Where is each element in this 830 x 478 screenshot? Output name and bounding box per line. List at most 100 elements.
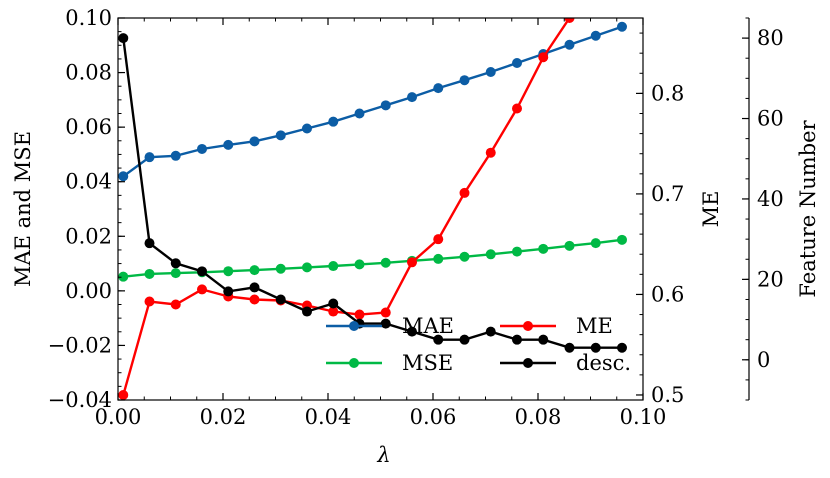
left-tick-label: 0.10 [65, 6, 112, 30]
data-point-mae [354, 108, 365, 119]
data-point-me [144, 296, 155, 307]
data-point-me [459, 187, 470, 198]
data-point-me [249, 294, 260, 305]
data-point-mse [380, 257, 391, 268]
data-point-mse [302, 262, 312, 273]
data-point-me [170, 299, 181, 310]
data-point-me [354, 309, 365, 320]
data-point-mae [118, 171, 129, 182]
data-point-mae [197, 143, 207, 154]
left-tick-label: 0.04 [65, 170, 112, 194]
data-point-desc [118, 33, 129, 44]
data-point-mse [275, 263, 286, 274]
x-tick-label: 0.02 [200, 405, 247, 429]
data-point-me [485, 147, 496, 158]
x-tick-label: 0.08 [515, 405, 562, 429]
data-point-mae [485, 67, 496, 78]
left-axis-title: MAE and MSE [11, 131, 35, 287]
data-point-mse [538, 243, 549, 254]
left-tick-label: 0.00 [65, 279, 112, 303]
data-point-mse [144, 268, 155, 279]
me-tick-label: 0.5 [651, 383, 684, 407]
feature-number-tick-label: 0 [757, 348, 770, 372]
data-point-mae [433, 83, 444, 94]
legend-swatch-marker [349, 358, 359, 368]
data-point-me [328, 306, 339, 317]
legend-item-me: ME [500, 314, 613, 338]
data-point-mae [617, 21, 627, 32]
data-point-me [538, 52, 549, 63]
legend-item-mse: MSE [326, 351, 453, 375]
left-tick-label: 0.02 [65, 224, 112, 248]
feature-number-tick-label: 60 [757, 107, 784, 131]
feature-number-tick-label: 40 [757, 187, 784, 211]
data-point-mse [118, 271, 129, 282]
data-point-mse [170, 268, 181, 279]
data-point-me [433, 234, 444, 245]
data-point-desc [485, 326, 496, 337]
data-point-mse [328, 261, 339, 272]
feature-number-axis-title: Feature Number [796, 119, 820, 297]
data-point-mae [328, 116, 339, 127]
data-point-mse [590, 238, 601, 249]
data-point-mse [512, 246, 522, 257]
me-y-axis: 0.5 0.6 0.7 0.8 [636, 32, 684, 407]
data-point-mae [249, 136, 260, 147]
left-tick-label: −0.04 [48, 388, 112, 412]
feature-number-tick-label: 20 [757, 267, 784, 291]
data-point-desc [144, 238, 155, 249]
legend-item-mae: MAE [326, 314, 454, 338]
data-point-mae [459, 75, 470, 86]
data-point-desc [302, 306, 312, 317]
data-point-me [564, 18, 575, 23]
data-point-desc [564, 342, 575, 353]
data-point-me [512, 103, 522, 114]
data-point-mse [485, 249, 496, 260]
legend-label: MAE [402, 314, 454, 338]
data-point-me [118, 389, 129, 400]
data-point-me [197, 284, 207, 295]
data-point-mae [564, 39, 575, 50]
me-tick-label: 0.8 [651, 81, 684, 105]
data-point-mse [249, 265, 260, 276]
data-point-mae [512, 58, 522, 69]
plot-area [117, 17, 644, 401]
data-point-desc [170, 258, 181, 269]
data-point-mse [459, 251, 470, 262]
feature-number-tick-label: 80 [757, 26, 784, 50]
legend-label: MSE [402, 351, 453, 375]
data-point-me [407, 257, 417, 268]
data-point-mae [380, 100, 391, 111]
legend-swatch-marker [523, 358, 533, 368]
series-line-mae [122, 25, 623, 178]
data-point-mse [354, 259, 365, 270]
data-point-desc [433, 334, 444, 345]
data-point-desc [249, 282, 260, 293]
data-point-mse [564, 240, 575, 251]
me-tick-label: 0.7 [651, 182, 684, 206]
data-point-desc [275, 294, 286, 305]
data-point-mae [590, 30, 601, 41]
data-point-desc [538, 334, 549, 345]
data-point-desc [512, 334, 522, 345]
data-point-mae [223, 139, 234, 150]
legend-swatch-marker [523, 321, 533, 331]
left-y-axis: −0.04 −0.02 0.00 0.02 0.04 0.06 0.08 0.10 [48, 6, 125, 412]
feature-number-y-axis: 0 20 40 60 80 [742, 17, 784, 401]
plot-frame [117, 17, 644, 401]
x-axis-title: λ [376, 443, 390, 467]
legend-label: ME [576, 314, 613, 338]
x-tick-label: 0.06 [410, 405, 457, 429]
data-point-desc [407, 326, 417, 337]
data-point-mae [302, 123, 312, 134]
left-tick-label: −0.02 [48, 333, 112, 357]
data-point-desc [459, 334, 470, 345]
data-point-mae [275, 130, 286, 141]
series-line-desc [122, 37, 622, 349]
data-point-mse [617, 234, 627, 245]
legend: MAE ME MSE desc. [326, 314, 631, 375]
data-point-me [380, 307, 391, 318]
data-point-mae [144, 152, 155, 163]
data-point-desc [617, 342, 627, 353]
me-tick-label: 0.6 [651, 282, 684, 306]
